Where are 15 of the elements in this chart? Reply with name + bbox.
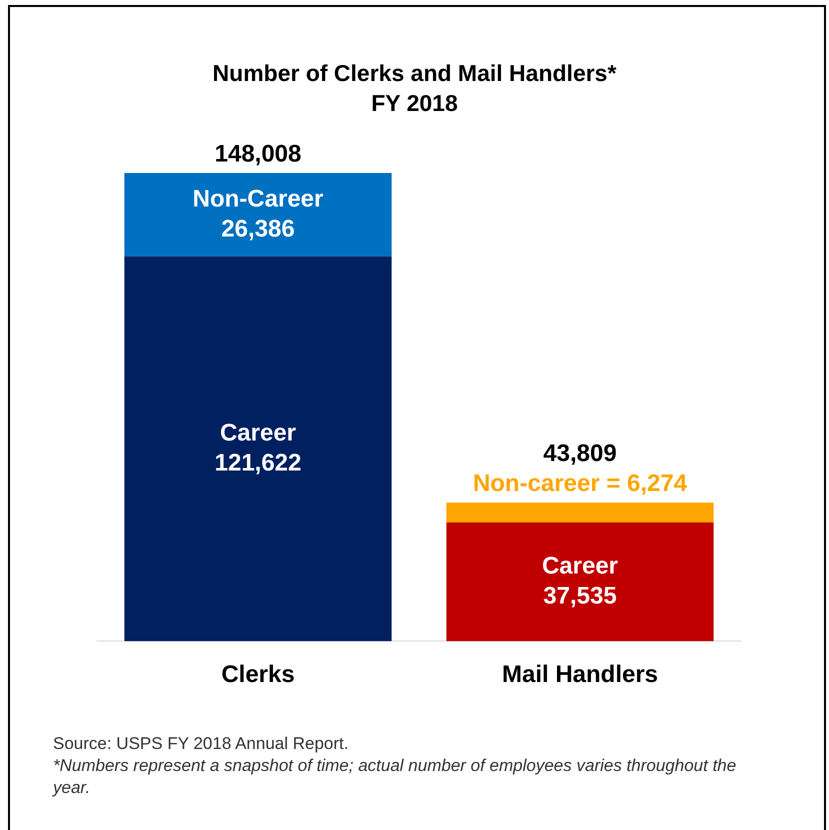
data-label: Career 121,622 [214, 419, 302, 476]
total-label: 148,008 [214, 140, 302, 168]
data-label: Career 37,535 [542, 552, 618, 610]
bar [124, 256, 392, 642]
source-note: Source: USPS FY 2018 Annual Report. [53, 733, 350, 755]
text: *Numbers represent a snapshot of time; actual number of employees varies throughout the year. [53, 755, 738, 799]
bar [446, 502, 714, 522]
total-label: 43,809 [543, 440, 617, 468]
data-label: Non-career = 6,274 [472, 470, 688, 498]
bar [446, 522, 714, 642]
x-tick-label: Mail Handlers [502, 661, 658, 688]
x-tick-label: Clerks [221, 661, 295, 688]
bar [124, 172, 392, 256]
data-label: Non-Career 26,386 [192, 185, 324, 242]
chart-title: Number of Clerks and Mail Handlers* FY 2018 [212, 59, 618, 118]
